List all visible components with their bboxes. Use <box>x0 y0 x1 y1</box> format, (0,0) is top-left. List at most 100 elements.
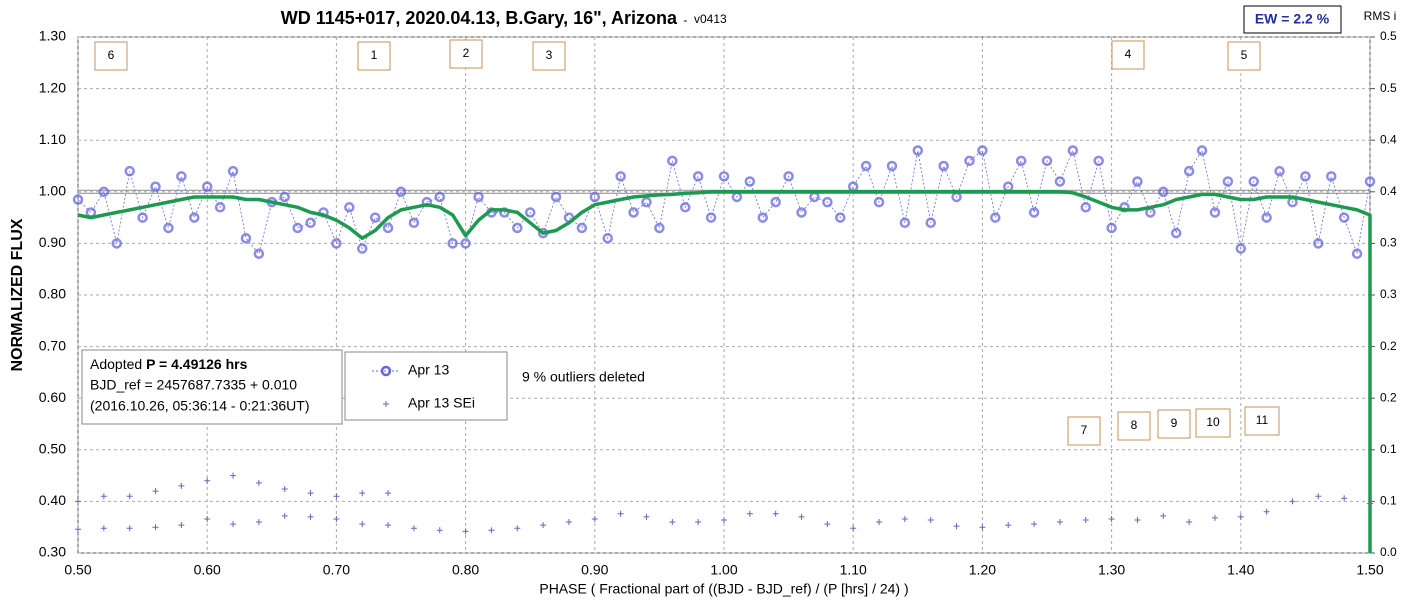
data-point <box>434 191 446 203</box>
data-point <box>1222 176 1234 187</box>
legend-label: Apr 13 SEi <box>408 395 475 411</box>
chart-title: WD 1145+017, 2020.04.13, B.Gary, 16", Ar… <box>281 8 678 28</box>
y-tick-label: 0.60 <box>39 389 66 405</box>
data-point <box>565 519 572 526</box>
y-tick-label: 0.50 <box>39 441 66 457</box>
data-point <box>214 202 226 213</box>
data-point <box>540 522 547 529</box>
y2-tick-label: 0.2 <box>1380 390 1397 404</box>
data-point <box>550 191 562 203</box>
info-text: Adopted P = 4.49126 hrs <box>90 356 248 372</box>
data-point <box>255 519 262 526</box>
data-point <box>292 222 303 234</box>
annotation-box <box>1067 416 1101 446</box>
data-point <box>473 191 484 203</box>
data-point <box>835 212 846 223</box>
data-point <box>227 165 239 177</box>
annotation-label: 5 <box>1241 48 1248 62</box>
data-point <box>746 510 753 517</box>
y-tick-label: 0.30 <box>39 544 66 560</box>
data-point <box>1108 515 1115 522</box>
data-point <box>1031 521 1038 528</box>
data-point <box>798 513 805 520</box>
x-tick-label: 1.50 <box>1356 562 1383 578</box>
data-point <box>1134 516 1141 523</box>
data-point <box>679 202 691 213</box>
note: 9 % outliers deleted <box>522 369 645 385</box>
annotation-label: 10 <box>1206 415 1220 429</box>
data-point <box>1364 176 1376 187</box>
data-point <box>279 191 290 203</box>
data-point <box>75 526 81 533</box>
y-tick-label: 1.00 <box>39 183 66 199</box>
data-point <box>240 232 252 244</box>
y2-tick-label: 0.4 <box>1380 184 1397 198</box>
y-tick-label: 1.10 <box>39 131 66 147</box>
data-point <box>204 477 211 484</box>
data-point <box>1093 155 1104 167</box>
x-tick-label: 0.70 <box>323 562 350 578</box>
data-point <box>938 160 949 172</box>
data-point <box>462 528 469 535</box>
x-tick-label: 0.60 <box>194 562 221 578</box>
annotation-label: 9 <box>1171 416 1178 430</box>
data-point <box>641 196 652 208</box>
data-point <box>602 232 613 244</box>
data-point <box>1341 495 1348 502</box>
y-tick-label: 1.30 <box>39 28 66 44</box>
info-bjd: BJD_ref = 2457687.7335 + 0.010 <box>90 377 297 393</box>
legend-box <box>344 351 508 421</box>
data-point <box>850 525 857 532</box>
annotation-box <box>357 41 391 71</box>
data-point <box>1235 243 1247 254</box>
data-point <box>75 498 81 505</box>
annotation-box <box>532 41 566 71</box>
data-point <box>126 493 133 500</box>
data-point <box>822 196 833 208</box>
data-point <box>111 238 123 249</box>
data-point <box>189 212 200 223</box>
data-point <box>100 525 107 532</box>
x-tick-label: 0.50 <box>64 562 91 578</box>
info-dates: (2016.10.26, 05:36:14 - 0:21:36UT) <box>90 398 309 414</box>
data-point <box>1067 145 1079 156</box>
data-point <box>1015 155 1027 167</box>
data-point <box>514 525 521 532</box>
data-point <box>1186 519 1193 526</box>
data-point <box>305 217 316 229</box>
legend-marker <box>380 365 392 377</box>
data-point <box>1338 212 1350 223</box>
data-point <box>460 238 471 249</box>
data-point <box>718 171 730 182</box>
data-point <box>230 472 237 479</box>
title-suffix: - <box>680 13 691 27</box>
data-point <box>1248 176 1259 187</box>
x-tick-label: 1.40 <box>1227 562 1254 578</box>
data-point <box>1211 514 1218 521</box>
data-point <box>1056 519 1063 526</box>
annotation-label: 6 <box>108 48 115 62</box>
info-box <box>81 349 343 425</box>
data-point <box>1367 500 1373 507</box>
data-point <box>369 212 381 223</box>
data-point <box>152 524 159 531</box>
y2-tick-label: 0.5 <box>1380 29 1397 43</box>
version: v0413 <box>694 12 727 26</box>
data-point <box>307 513 314 520</box>
data-point <box>410 525 417 532</box>
data-point <box>359 490 366 497</box>
data-point <box>1082 516 1089 523</box>
data-point <box>1160 512 1167 519</box>
data-point <box>721 516 727 523</box>
y-tick-label: 0.90 <box>39 234 66 250</box>
data-point <box>589 191 601 203</box>
legend: Apr 13 Apr 13 SEi <box>372 362 475 411</box>
data-point <box>1315 493 1322 500</box>
data-point <box>953 523 960 530</box>
annotation-label: 1 <box>371 48 378 62</box>
y2-tick-label: 0.0 <box>1380 545 1397 559</box>
data-point <box>331 238 342 249</box>
